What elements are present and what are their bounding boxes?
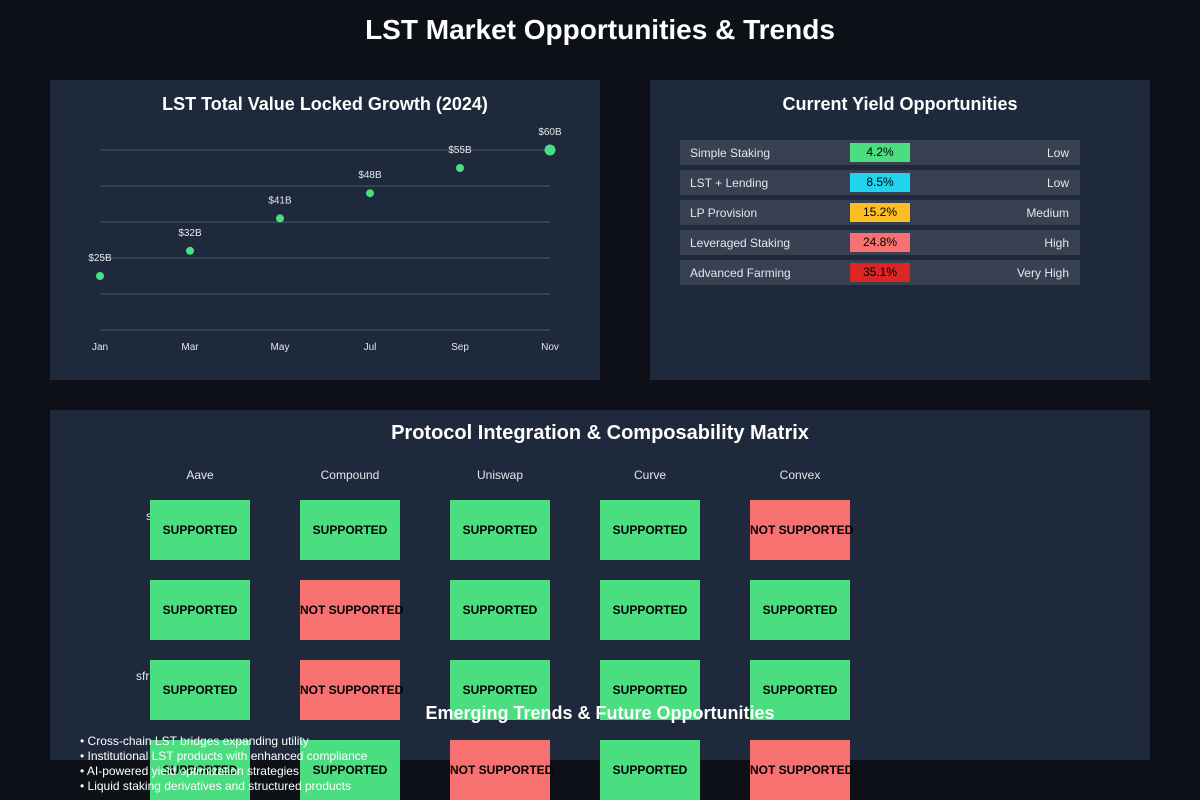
trends-title: Emerging Trends & Future Opportunities [425, 703, 775, 723]
tvl-chart-title: LST Total Value Locked Growth (2024) [162, 94, 488, 114]
strategy-name: Leveraged Staking [690, 236, 791, 250]
matrix-cell: SUPPORTED [150, 660, 250, 720]
yield-badge: 35.1% [850, 263, 910, 282]
matrix-cell: SUPPORTED [450, 660, 550, 720]
strategy-name: LST + Lending [690, 176, 769, 190]
risk-level: Low [1046, 146, 1069, 160]
matrix-row-label: sfr [136, 669, 150, 683]
yield-panel-title: Current Yield Opportunities [782, 94, 1018, 114]
page-title: LST Market Opportunities & Trends [365, 14, 835, 45]
matrix-cell: SUPPORTED [600, 500, 700, 560]
matrix-cell: SUPPORTED [750, 580, 850, 640]
yield-panel: Current Yield Opportunities Simple Staki… [650, 80, 1150, 380]
data-point [186, 246, 194, 255]
yield-badge: 8.5% [850, 173, 910, 192]
data-point [544, 144, 556, 156]
x-tick-label: May [271, 342, 290, 353]
risk-level: High [1044, 236, 1069, 250]
matrix-cell: NOT SUPPORTED [300, 660, 403, 720]
matrix-column-header: Aave [186, 468, 214, 482]
matrix-cell: SUPPORTED [750, 660, 850, 720]
matrix-cell: SUPPORTED [150, 740, 250, 800]
matrix-column-header: Curve [633, 468, 666, 482]
risk-level: Medium [1026, 206, 1069, 220]
yield-row: LST + Lending 8.5% Low [680, 170, 1080, 195]
data-label: $60B [538, 127, 562, 138]
matrix-cell: SUPPORTED [600, 580, 700, 640]
data-label: $55B [448, 145, 472, 156]
yield-row: Leveraged Staking 24.8% High [680, 230, 1080, 255]
data-point [456, 164, 464, 172]
matrix-column-header: Uniswap [476, 468, 524, 482]
matrix-cell: NOT SUPPORTED [750, 500, 853, 560]
data-point [96, 272, 104, 280]
matrix-cell: SUPPORTED [600, 660, 700, 720]
matrix-cell: SUPPORTED [150, 500, 250, 560]
data-label: $25B [88, 253, 112, 264]
matrix-cell: SUPPORTED [450, 500, 550, 560]
risk-level: Very High [1016, 266, 1069, 280]
yield-row: LP Provision 15.2% Medium [680, 200, 1080, 225]
yield-badge: 4.2% [850, 143, 910, 162]
matrix-cell: NOT SUPPORTED [750, 740, 853, 800]
strategy-name: Simple Staking [690, 146, 771, 160]
x-tick-label: Sep [451, 342, 469, 353]
trend-item: • Cross-chain LST bridges expanding util… [80, 734, 309, 748]
yield-badge: 24.8% [850, 233, 910, 252]
matrix-cell: SUPPORTED [150, 580, 250, 640]
tvl-chart: $25B Jan $32B Mar $41B May $48B Jul $55B Sep $60B N… [88, 127, 562, 353]
x-tick-label: Mar [181, 342, 199, 353]
data-label: $41B [268, 195, 292, 206]
x-tick-label: Nov [541, 342, 559, 353]
matrix-cell: SUPPORTED [600, 740, 700, 800]
data-label: $32B [178, 228, 202, 239]
matrix-column-header: Convex [779, 468, 821, 482]
matrix-cell: SUPPORTED [300, 740, 400, 800]
matrix-column-header: Compound [320, 468, 380, 482]
trend-item: • Institutional LST products with enhanc… [80, 749, 368, 763]
risk-level: Low [1046, 176, 1069, 190]
matrix-row-label: s [146, 509, 152, 523]
matrix-cell: SUPPORTED [450, 580, 550, 640]
strategy-name: Advanced Farming [690, 266, 791, 280]
data-point [366, 189, 374, 198]
x-tick-label: Jan [92, 342, 108, 353]
yield-row: Simple Staking 4.2% Low [680, 140, 1080, 165]
strategy-name: LP Provision [690, 206, 758, 220]
trend-item: • AI-powered yield optimization strategi… [80, 764, 299, 778]
yield-badge: 15.2% [850, 203, 910, 222]
data-label: $48B [358, 170, 382, 181]
matrix-cell: NOT SUPPORTED [450, 740, 553, 800]
matrix-cell: NOT SUPPORTED [300, 580, 403, 640]
trend-item: • Liquid staking derivatives and structu… [80, 779, 352, 793]
matrix-title: Protocol Integration & Composability Mat… [391, 422, 809, 444]
x-tick-label: Jul [364, 342, 377, 353]
trends-list: • Cross-chain LST bridges expanding util… [80, 734, 367, 794]
yield-row: Advanced Farming 35.1% Very High [680, 260, 1080, 285]
matrix-cell: SUPPORTED [300, 500, 400, 560]
tvl-chart-panel: LST Total Value Locked Growth (2024) $25… [50, 80, 600, 380]
data-point [276, 214, 284, 223]
